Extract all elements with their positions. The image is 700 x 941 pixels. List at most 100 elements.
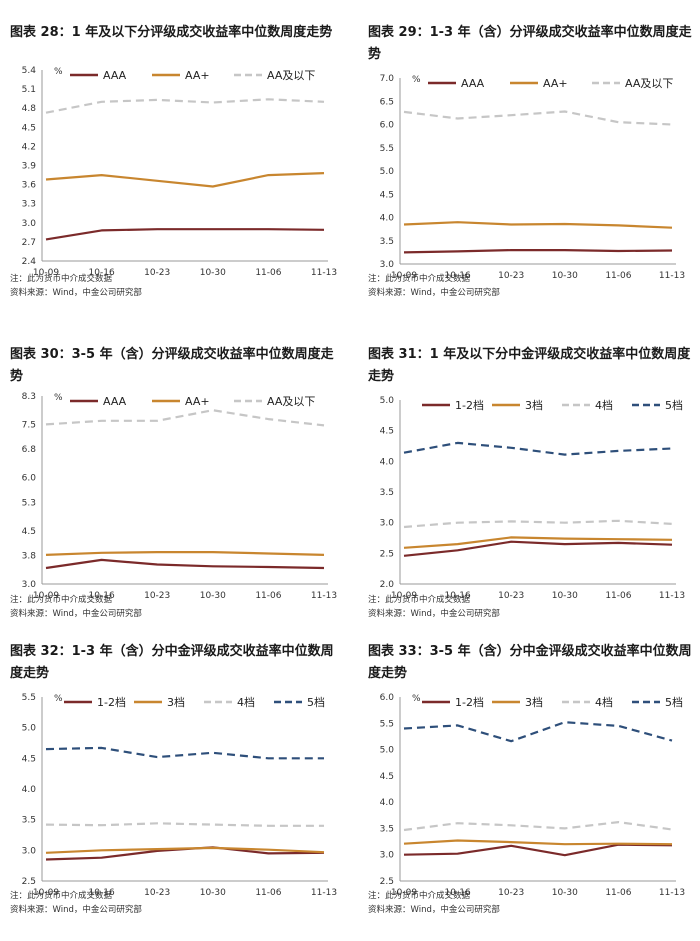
y-tick-label: 4.5 — [380, 190, 394, 200]
chart-note: 注：此为货币中介成交数据 — [368, 890, 698, 903]
y-tick-label: 5.5 — [380, 144, 394, 154]
y-tick-label: 3.0 — [22, 219, 37, 229]
legend-label: 5档 — [665, 398, 683, 412]
y-tick-label: 5.0 — [380, 396, 395, 406]
y-tick-label: 3.8 — [22, 552, 37, 562]
y-tick-label: 5.5 — [380, 719, 394, 729]
chart-note: 注：此为货币中介成交数据 — [10, 273, 340, 286]
chart-note: 注：此为货币中介成交数据 — [368, 273, 698, 286]
y-tick-label: 3.0 — [380, 851, 395, 861]
chart-title: 图表 29：1-3 年（含）分评级成交收益率中位数周度走势 — [368, 22, 700, 66]
legend-label: 1-2档 — [455, 695, 484, 709]
y-tick-label: 3.5 — [22, 816, 36, 826]
y-tick-label: 4.2 — [22, 142, 36, 152]
chart-title: 图表 30：3-5 年（含）分评级成交收益率中位数周度走势 — [10, 344, 345, 388]
chart-note: 注：此为货币中介成交数据 — [368, 594, 698, 607]
y-tick-label: 2.0 — [380, 580, 395, 590]
y-tick-label: 4.5 — [380, 427, 394, 437]
chart-source: 资料来源：Wind，中金公司研究部 — [10, 904, 340, 917]
legend-label: AA+ — [185, 395, 210, 408]
y-tick-label: 7.0 — [380, 74, 395, 84]
series-line-g4 — [404, 822, 672, 830]
y-tick-label: 3.5 — [380, 488, 394, 498]
y-tick-label: 4.0 — [22, 785, 37, 795]
y-unit-label: % — [54, 393, 63, 403]
y-tick-label: 5.4 — [22, 66, 37, 76]
series-line-g3 — [404, 841, 672, 845]
series-line-g12 — [404, 845, 672, 856]
y-tick-label: 7.5 — [22, 420, 36, 430]
series-line-g4 — [404, 521, 672, 527]
series-line-AA_low — [404, 112, 672, 125]
y-tick-label: 2.5 — [380, 877, 394, 887]
y-unit-label: % — [412, 75, 421, 85]
y-tick-label: 5.1 — [22, 85, 36, 95]
legend-label: 3档 — [525, 695, 543, 709]
y-unit-label: % — [54, 67, 63, 77]
series-line-AAA — [46, 229, 324, 239]
y-tick-label: 3.0 — [22, 580, 37, 590]
series-line-AA+ — [404, 222, 672, 228]
y-tick-label: 4.0 — [380, 214, 395, 224]
series-line-g4 — [46, 823, 324, 826]
legend-label: 4档 — [237, 695, 255, 709]
series-line-AAA — [404, 250, 672, 252]
chart-title: 图表 32：1-3 年（含）分中金评级成交收益率中位数周度走势 — [10, 641, 345, 685]
y-tick-label: 3.5 — [380, 237, 394, 247]
y-tick-label: 4.0 — [380, 457, 395, 467]
legend-label: AA及以下 — [625, 77, 673, 90]
legend-label: 4档 — [595, 398, 613, 412]
y-tick-label: 6.0 — [380, 121, 395, 131]
series-line-AA_low — [46, 410, 324, 425]
legend-label: 5档 — [665, 695, 683, 709]
y-tick-label: 5.0 — [380, 167, 395, 177]
y-tick-label: 3.3 — [22, 200, 36, 210]
y-tick-label: 3.5 — [380, 824, 394, 834]
y-tick-label: 3.9 — [22, 162, 37, 172]
y-tick-label: 5.0 — [22, 724, 37, 734]
y-tick-label: 4.0 — [380, 798, 395, 808]
legend-label: AA及以下 — [267, 395, 315, 408]
chart-panel-33: 图表 33：3-5 年（含）分中金评级成交收益率中位数周度走势 2.5 3.0 3.… — [368, 641, 700, 941]
legend-label: AAA — [103, 69, 127, 82]
y-tick-label: 2.5 — [380, 549, 394, 559]
y-tick-label: 6.0 — [380, 693, 395, 703]
series-line-g5 — [404, 722, 672, 741]
series-line-g12 — [404, 542, 672, 556]
y-tick-label: 8.3 — [22, 392, 36, 402]
series-line-g5 — [404, 443, 672, 455]
y-tick-label: 5.5 — [22, 693, 36, 703]
y-tick-label: 6.0 — [22, 474, 37, 484]
chart-panel-30: 图表 30：3-5 年（含）分评级成交收益率中位数周度走势 3.0 3.8 4.5 5… — [10, 344, 350, 644]
legend-label: AA及以下 — [267, 69, 315, 82]
y-unit-label: % — [412, 694, 421, 704]
series-line-AA+ — [46, 552, 324, 555]
chart-source: 资料来源：Wind，中金公司研究部 — [368, 904, 698, 917]
chart-source: 资料来源：Wind，中金公司研究部 — [368, 608, 698, 621]
chart-title: 图表 28：1 年及以下分评级成交收益率中位数周度走势 — [10, 22, 345, 44]
chart-title: 图表 33：3-5 年（含）分中金评级成交收益率中位数周度走势 — [368, 641, 700, 685]
legend-label: 5档 — [307, 695, 325, 709]
chart-source: 资料来源：Wind，中金公司研究部 — [10, 287, 340, 300]
y-tick-label: 3.0 — [22, 846, 37, 856]
y-tick-label: 5.0 — [380, 746, 395, 756]
series-line-AAA — [46, 560, 324, 568]
y-tick-label: 5.3 — [22, 498, 36, 508]
legend-label: 3档 — [167, 695, 185, 709]
series-line-AA+ — [46, 173, 324, 186]
chart-note: 注：此为货币中介成交数据 — [10, 890, 340, 903]
y-tick-label: 6.5 — [380, 97, 394, 107]
legend-label: AAA — [461, 77, 485, 90]
y-tick-label: 3.0 — [380, 519, 395, 529]
y-tick-label: 4.5 — [22, 527, 36, 537]
y-tick-label: 4.5 — [22, 754, 36, 764]
y-tick-label: 6.8 — [22, 445, 37, 455]
